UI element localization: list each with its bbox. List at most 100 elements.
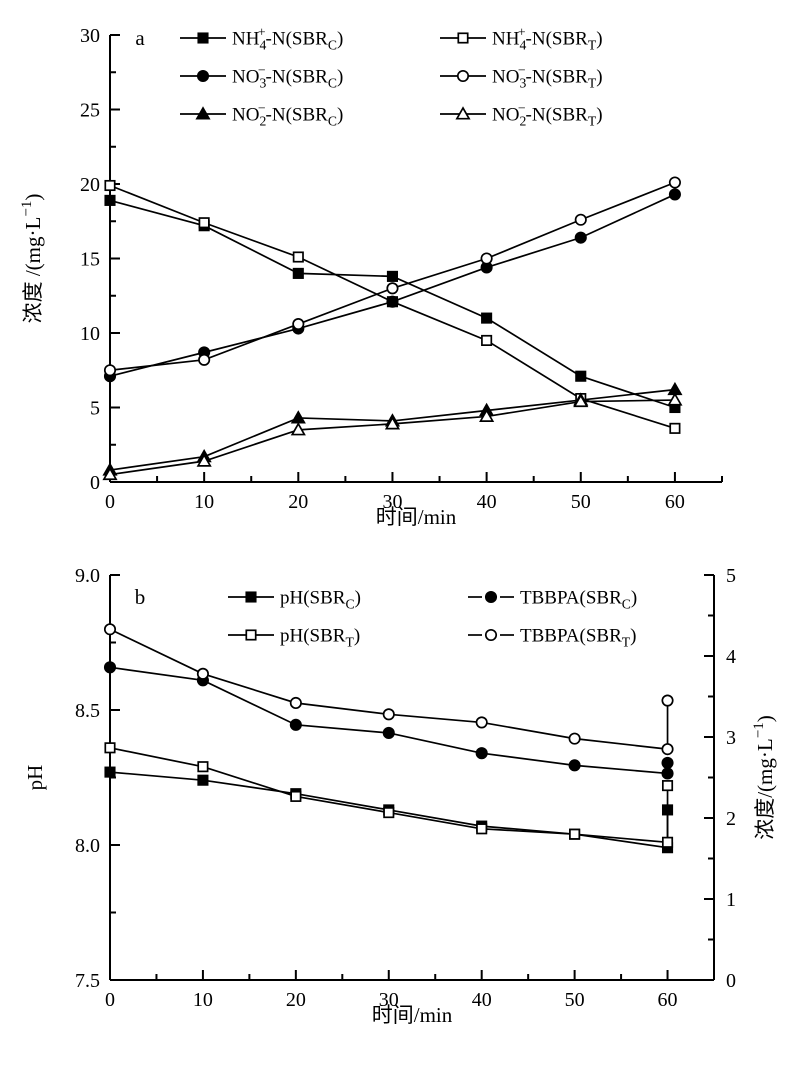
marker-NO3--N(SBRC)	[386, 295, 399, 308]
x-tick-label: 40	[477, 491, 497, 513]
marker-NO3--N(SBRT)	[103, 364, 117, 377]
legend-entry-TBBPA(SBRT): TBBPA(SBRT)	[468, 626, 636, 650]
marker-pH(SBRT)	[197, 761, 209, 773]
y-right-tick-label: 4	[726, 646, 736, 668]
marker-NO3--N(SBRT)	[668, 176, 681, 189]
marker-pH(SBRT)	[476, 823, 488, 835]
marker-pH(SBRT)	[290, 790, 302, 802]
marker-TBBPA(SBRC)	[475, 747, 488, 760]
line-NO2--N(SBRT)	[109, 399, 675, 476]
marker-NH4+-N(SBRC)	[575, 370, 587, 382]
marker-NO2--N(SBRT)	[290, 422, 306, 436]
axes	[109, 574, 715, 981]
legend-marker-NH4+-N(SBRC)	[197, 32, 209, 44]
legend-label-TBBPA(SBRT): TBBPA(SBRT)	[520, 626, 636, 650]
series-markers	[102, 176, 683, 481]
marker-pH(SBRT)	[661, 836, 674, 848]
y-tick-label: 10	[80, 323, 100, 345]
y-left-tick-label: 9.0	[75, 565, 100, 587]
x-tick-label: 50	[565, 989, 585, 1011]
marker-pH(SBRT)	[569, 828, 581, 840]
x-tick-label: 30	[379, 989, 399, 1011]
marker-NH4+-N(SBRT)	[481, 334, 493, 346]
marker-NH4+-N(SBRC)	[481, 312, 493, 324]
legend-label-NH4+-N(SBRT): NH4+-N(SBRT)	[492, 25, 603, 53]
marker-NO3--N(SBRT)	[480, 252, 493, 265]
marker-TBBPA(SBRC)	[661, 767, 674, 780]
legend-entry-NO2--N(SBRT): NO2−-N(SBRT)	[440, 101, 603, 129]
marker-TBBPA(SBRT)	[475, 716, 488, 729]
legend-label-NH4+-N(SBRC): NH4+-N(SBRC)	[232, 25, 343, 53]
y-left-axis-title: pH	[23, 765, 47, 791]
marker-NH4+-N(SBRT)	[198, 217, 210, 229]
marker-NO3--N(SBRT)	[198, 353, 211, 366]
legend-label-TBBPA(SBRC): TBBPA(SBRC)	[520, 588, 637, 612]
x-axis-title: 时间/min	[372, 1003, 453, 1027]
y-right-tick-label: 5	[726, 565, 736, 587]
marker-TBBPA(SBRT)	[196, 667, 209, 680]
x-tick-label: 0	[105, 989, 115, 1011]
legend-entry-NO3--N(SBRC): NO3−-N(SBRC)	[180, 63, 343, 91]
series-lines	[109, 181, 676, 476]
marker-NO3--N(SBRT)	[292, 318, 305, 331]
marker-TBBPA(SBRC)	[289, 718, 302, 731]
y-tick-label: 20	[80, 174, 100, 196]
marker-NO3--N(SBRC)	[668, 188, 681, 201]
extra-marker-TBBPA(SBRC)	[661, 756, 674, 769]
line-TBBPA(SBRC)	[109, 666, 668, 775]
marker-TBBPA(SBRT)	[382, 708, 395, 721]
legend-marker-NO3--N(SBRT)	[456, 69, 470, 83]
marker-TBBPA(SBRC)	[568, 759, 581, 772]
y-tick-label: 15	[80, 249, 100, 271]
marker-NH4+-N(SBRC)	[104, 194, 116, 206]
legend-label-NO3--N(SBRT): NO3−-N(SBRT)	[492, 63, 603, 91]
y-left-tick-label: 8.0	[75, 835, 100, 857]
legend-entry-NH4+-N(SBRC): NH4+-N(SBRC)	[180, 25, 343, 53]
marker-NH4+-N(SBRC)	[292, 267, 304, 279]
panel-letter-a: a	[135, 26, 145, 50]
marker-TBBPA(SBRC)	[103, 661, 117, 674]
marker-NO2--N(SBRT)	[573, 393, 589, 408]
legend-label-NO2--N(SBRC): NO2−-N(SBRC)	[232, 101, 343, 129]
panel-letter-b: b	[135, 585, 146, 609]
legend-label-NO2--N(SBRT): NO2−-N(SBRT)	[492, 101, 603, 129]
x-tick-label: 20	[288, 491, 308, 513]
legend-label-pH(SBRT): pH(SBRT)	[280, 626, 360, 650]
marker-pH(SBRT)	[383, 807, 395, 819]
x-axis-title: 时间/min	[376, 505, 457, 529]
x-tick-label: 0	[105, 491, 115, 513]
y-right-tick-label: 1	[726, 889, 736, 911]
extra-marker-pH(SBRT)	[661, 780, 674, 792]
x-tick-label: 60	[665, 491, 685, 513]
y-left-tick-label: 7.5	[75, 970, 100, 992]
marker-NO2--N(SBRT)	[667, 392, 683, 406]
legend-marker-NO2--N(SBRT)	[455, 106, 471, 120]
marker-TBBPA(SBRT)	[103, 623, 117, 636]
x-tick-label: 50	[571, 491, 591, 513]
x-tick-label: 60	[658, 989, 678, 1011]
marker-TBBPA(SBRC)	[382, 726, 395, 739]
legend-entry-NH4+-N(SBRT): NH4+-N(SBRT)	[440, 25, 603, 53]
marker-pH(SBRT)	[104, 742, 116, 754]
y-tick-label: 5	[90, 398, 100, 420]
x-tick-label: 30	[382, 491, 402, 513]
legend-marker-NO2--N(SBRC)	[195, 106, 211, 120]
y-tick-label: 0	[90, 472, 100, 494]
marker-NO2--N(SBRT)	[102, 466, 118, 481]
marker-NO3--N(SBRC)	[574, 231, 587, 244]
y-right-tick-label: 3	[726, 727, 736, 749]
line-pH(SBRT)	[109, 746, 668, 844]
x-tick-label: 10	[194, 491, 214, 513]
legend-label-pH(SBRC): pH(SBRC)	[280, 588, 361, 612]
y-right-tick-label: 0	[726, 970, 736, 992]
marker-NO2--N(SBRT)	[196, 453, 212, 467]
panel-a-chart: 0 5 10 15 20 25 30 0 10 20 30 40 50 60 时间/min 浓度 /(mg·L…	[19, 25, 723, 529]
legend-marker-NH4+-N(SBRT)	[457, 32, 469, 44]
y-right-tick-label: 2	[726, 808, 736, 830]
legend-marker-pH(SBRT)	[245, 629, 257, 641]
x-tick-label: 20	[286, 989, 306, 1011]
legend: pH(SBRC) pH(SBRT) TBBPA(SBRC) TBBPA(SBRT)	[228, 588, 637, 650]
marker-NH4+-N(SBRT)	[292, 251, 304, 263]
legend-entry-pH(SBRC): pH(SBRC)	[228, 588, 361, 612]
